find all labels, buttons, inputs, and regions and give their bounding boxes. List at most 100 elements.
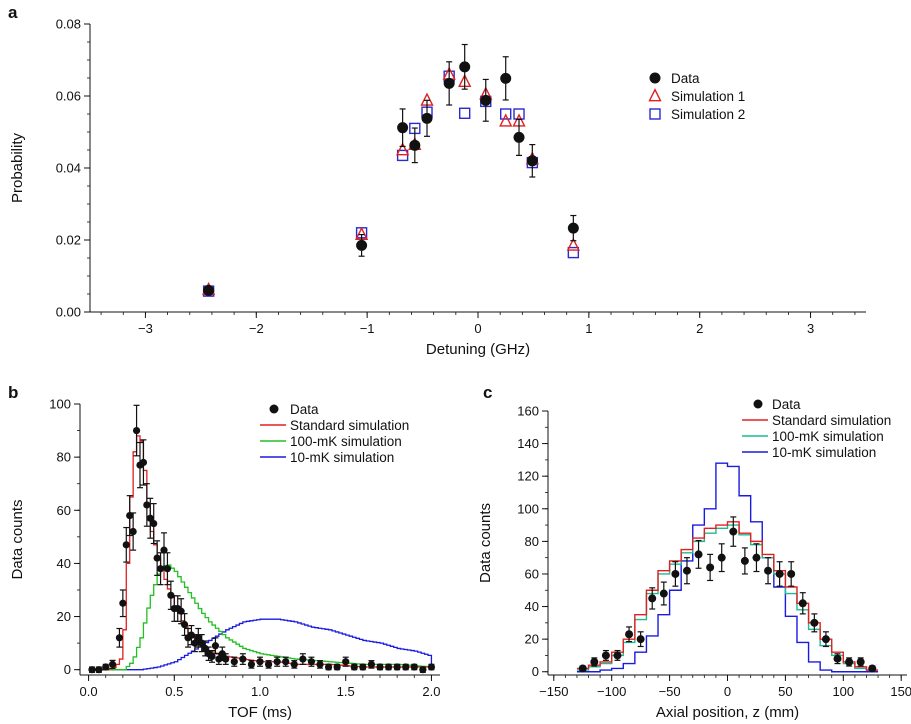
y-axis-title: Data counts (9, 499, 26, 579)
data-point (359, 663, 367, 671)
x-tick-label: 100 (832, 684, 854, 699)
curve-standard (576, 521, 879, 671)
panel-letter-a: a (8, 3, 18, 22)
data-point (419, 666, 427, 674)
y-tick-label: 100 (517, 501, 539, 516)
data-point (868, 664, 877, 673)
data-point (798, 599, 807, 608)
data-point (256, 658, 264, 666)
data-point (211, 642, 220, 650)
sim1-point (566, 237, 580, 251)
data-point (126, 511, 134, 520)
y-tick-label: 0.06 (56, 89, 81, 104)
y-tick-label: 60 (57, 503, 71, 518)
data-point (307, 658, 316, 666)
data-point (102, 663, 110, 671)
data-point (115, 634, 124, 642)
sim2-point (500, 108, 512, 120)
data-point (682, 566, 691, 575)
data-point (139, 458, 148, 467)
y-axis-title: Probability (9, 132, 26, 203)
curve-10mk (88, 618, 433, 671)
x-axis-title: Axial position, z (mm) (656, 704, 799, 721)
data-point (143, 501, 151, 509)
x-tick-label: −2 (249, 321, 264, 336)
data-point (273, 658, 281, 666)
curve-10mk (576, 462, 879, 673)
panel-letter-b: b (8, 383, 18, 402)
legend-marker-data (753, 399, 763, 409)
data-point (671, 569, 680, 578)
y-tick-label: 60 (525, 566, 539, 581)
x-axis-title: Detuning (GHz) (426, 341, 530, 358)
data-point (787, 569, 796, 578)
curve-100mk (576, 524, 879, 671)
curve-100mk (88, 564, 433, 671)
data-point (613, 651, 622, 660)
data-point (636, 635, 645, 644)
y-axis-title: Data counts (477, 503, 494, 583)
data-point (376, 663, 384, 671)
data-point (239, 655, 247, 663)
legend-label-curve-0: Standard simulation (772, 413, 891, 428)
data-point (282, 658, 290, 666)
data-point (150, 519, 158, 528)
y-tick-label: 160 (517, 404, 539, 419)
legend-label-curve-2: 10-mK simulation (772, 445, 876, 460)
data-point (222, 655, 230, 663)
y-tick-label: 0.02 (56, 233, 81, 248)
x-tick-label: 2 (696, 321, 703, 336)
data-point (153, 554, 161, 562)
data-point (160, 546, 168, 554)
x-tick-label: 0.0 (80, 684, 98, 699)
data-point (717, 553, 726, 562)
data-point (316, 660, 324, 668)
data-point (601, 651, 610, 660)
data-point (356, 239, 368, 251)
legend-marker-sim1 (648, 88, 662, 102)
data-point (156, 565, 165, 573)
data-point (648, 594, 657, 603)
data-point (567, 222, 579, 234)
panel-c-axial-position-histogram: −150 −100 −50 0 50 100 150 0 20 40 60 80 100 120 140 16… (477, 397, 911, 721)
data-point (299, 655, 307, 663)
x-tick-label: −150 (539, 684, 568, 699)
data-point (180, 620, 189, 629)
x-tick-label: 3 (807, 321, 814, 336)
x-tick-label: 2.0 (422, 684, 440, 699)
y-tick-label: 0.00 (56, 305, 81, 320)
data-point (247, 660, 256, 668)
x-tick-label: 1.5 (337, 684, 355, 699)
panel-a-probability-vs-detuning: −3 −2 −1 0 1 2 3 0.00 0.02 0.04 0.06 0.08 Detuning (… (9, 17, 866, 358)
y-tick-label: 40 (57, 556, 71, 571)
y-tick-label: 80 (57, 450, 71, 465)
data-point (402, 663, 410, 671)
y-tick-label: 0.08 (56, 17, 81, 32)
data-point (108, 660, 117, 668)
sim2-point (458, 107, 471, 119)
data-point (208, 652, 216, 661)
data-point (342, 658, 350, 666)
y-tick-label: 140 (517, 436, 539, 451)
legend-label-curve-0: Standard simulation (290, 418, 409, 433)
data-point (194, 634, 202, 642)
y-tick-label: 120 (517, 469, 539, 484)
data-point (191, 639, 199, 647)
data-point (764, 566, 773, 575)
legend-label-curve-2: 10-mK simulation (290, 450, 394, 465)
data-point (421, 112, 433, 124)
data-point (752, 553, 761, 562)
legend-label-data: Data (671, 71, 700, 86)
x-tick-label: −100 (597, 684, 626, 699)
legend-marker-sim2 (649, 108, 661, 120)
data-point (821, 635, 830, 644)
legend-label-curve-1: 100-mK simulation (772, 429, 884, 444)
data-point (459, 61, 471, 73)
data-point (129, 527, 137, 536)
data-point (384, 663, 393, 671)
data-point (397, 122, 409, 134)
sim2-point (567, 246, 580, 259)
y-tick-label: 0 (64, 662, 71, 677)
legend-label-curve-1: 100-mK simulation (290, 434, 402, 449)
sim1-point (499, 113, 513, 127)
